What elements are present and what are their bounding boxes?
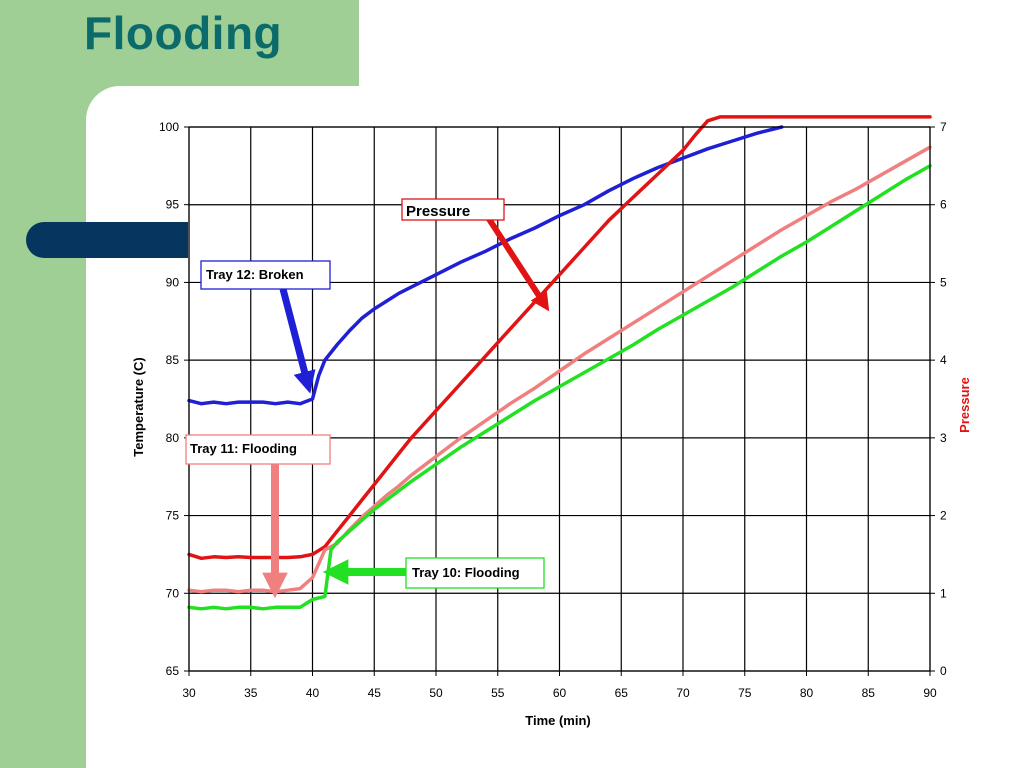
axes (184, 126, 935, 676)
x-tick-label: 85 (862, 686, 876, 700)
y-tick-label: 95 (166, 198, 180, 212)
y2-tick-label: 6 (940, 198, 947, 212)
annotation-label-tray12: Tray 12: Broken (206, 267, 304, 282)
x-tick-label: 90 (923, 686, 937, 700)
x-tick-label: 40 (306, 686, 320, 700)
y2-tick-label: 3 (940, 431, 947, 445)
x-tick-label: 60 (553, 686, 567, 700)
y2-tick-label: 2 (940, 509, 947, 523)
y2-tick-label: 4 (940, 353, 947, 367)
y2-tick-label: 7 (940, 120, 947, 134)
annotation-box-tray12 (200, 260, 331, 290)
x-tick-label: 70 (676, 686, 690, 700)
y2-tick-label: 1 (940, 586, 947, 600)
annotation-box-tray10 (405, 557, 545, 589)
page-title: Flooding (84, 7, 283, 59)
y-tick-label: 70 (166, 586, 180, 600)
annotation-arrow-pressure (486, 217, 550, 312)
x-tick-label: 80 (800, 686, 814, 700)
series-line-tray10 (187, 164, 932, 611)
y-tick-label: 100 (159, 120, 179, 134)
y-tick-label: 80 (166, 431, 180, 445)
tick-labels: 30 35 40 45 50 55 60 65 70 75 80 85 9065707580859095… (159, 120, 947, 700)
x-tick-label: 30 (182, 686, 196, 700)
decorative-pill (26, 222, 188, 258)
y2-tick-label: 0 (940, 664, 947, 678)
x-tick-label: 35 (244, 686, 258, 700)
y-tick-label: 75 (166, 509, 180, 523)
x-tick-label: 50 (429, 686, 443, 700)
y-tick-label: 85 (166, 353, 180, 367)
y2-axis-label: Pressure (957, 377, 972, 433)
title-band (86, 0, 359, 86)
x-tick-label: 65 (615, 686, 629, 700)
y-tick-label: 65 (166, 664, 180, 678)
annotation-box-pressure (401, 198, 505, 221)
content-corner (86, 86, 206, 206)
annotation-label-tray10: Tray 10: Flooding (412, 565, 520, 580)
y-axis-label: Temperature (C) (131, 357, 146, 456)
x-tick-label: 45 (368, 686, 382, 700)
annotation-label-pressure: Pressure (406, 203, 470, 220)
annotation-label-tray11: Tray 11: Flooding (190, 441, 297, 456)
series-line-tray12 (187, 125, 784, 406)
x-tick-label: 75 (738, 686, 752, 700)
x-tick-label: 55 (491, 686, 505, 700)
series-line-pressure (187, 115, 932, 561)
y2-tick-label: 5 (940, 275, 947, 289)
annotations: Pressure Tray 12: Broken Tray 11: Flooding… (185, 198, 550, 599)
annotation-arrow-tray12 (279, 288, 316, 394)
annotation-box-tray11 (185, 434, 331, 465)
y-tick-label: 90 (166, 275, 180, 289)
x-axis-label: Time (min) (525, 713, 591, 728)
sidebar-band (0, 0, 86, 768)
